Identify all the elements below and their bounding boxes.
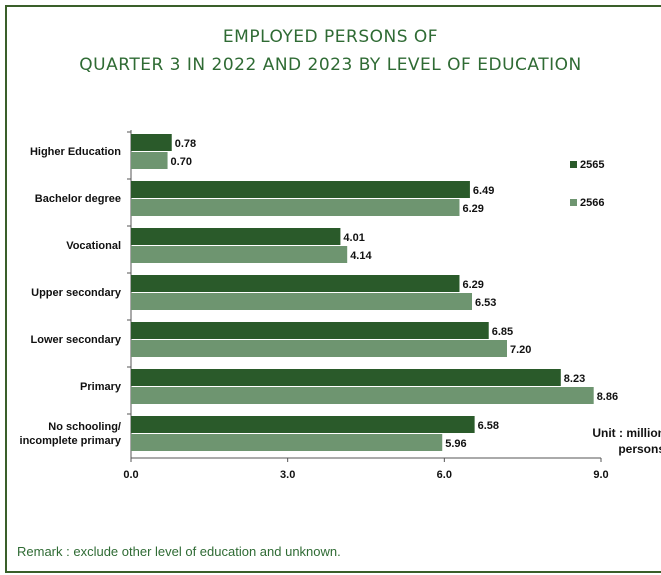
data-label: 0.70 [171, 156, 192, 168]
x-tick-label: 3.0 [280, 469, 295, 481]
category-label: incomplete primary [20, 435, 122, 447]
category-label: Lower secondary [31, 334, 122, 346]
bar-2565 [131, 181, 470, 198]
data-label: 6.58 [478, 420, 499, 432]
data-label: 4.01 [343, 232, 364, 244]
legend-swatch-2566 [570, 199, 577, 206]
bar-2566 [131, 199, 460, 216]
data-label: 7.20 [510, 344, 531, 356]
bar-2566 [131, 293, 473, 310]
bar-2566 [131, 340, 507, 357]
data-label: 6.85 [492, 326, 513, 338]
unit-line2: persons [618, 442, 661, 456]
bar-2565 [131, 134, 172, 151]
data-label: 5.96 [445, 438, 466, 450]
remark-text: Remark : exclude other level of educatio… [17, 544, 341, 559]
data-label: 6.49 [473, 185, 494, 197]
bar-2566 [131, 152, 168, 169]
x-tick-label: 0.0 [123, 469, 138, 481]
category-label: No schooling/ [48, 421, 121, 433]
data-label: 8.23 [564, 373, 585, 385]
bar-2565 [131, 369, 561, 386]
bar-2565 [131, 416, 475, 433]
chart-title-line1: EMPLOYED PERSONS OF [222, 27, 439, 47]
bar-2565 [131, 275, 460, 292]
category-label: Upper secondary [31, 287, 122, 299]
x-tick-label: 6.0 [437, 469, 452, 481]
category-label: Vocational [66, 240, 121, 252]
unit-line1: Unit : million [592, 426, 661, 440]
bar-2566 [131, 246, 348, 263]
bar-2566 [131, 387, 594, 404]
category-label: Bachelor degree [35, 193, 121, 205]
data-label: 6.53 [475, 297, 496, 309]
legend-label-2566: 2566 [580, 197, 604, 209]
data-label: 6.29 [462, 203, 483, 215]
chart-title-line2: QUARTER 3 IN 2022 AND 2023 BY LEVEL OF E… [79, 55, 582, 75]
bar-2565 [131, 228, 341, 245]
category-label: Primary [80, 381, 122, 393]
data-label: 8.86 [597, 391, 618, 403]
x-tick-label: 9.0 [593, 469, 608, 481]
legend-swatch-2565 [570, 161, 577, 168]
data-label: 0.78 [175, 138, 196, 150]
unit-label: Unit : million persons [580, 425, 661, 457]
bar-2565 [131, 322, 489, 339]
legend-label-2565: 2565 [580, 159, 604, 171]
bar-2566 [131, 434, 443, 451]
data-label: 6.29 [462, 279, 483, 291]
data-label: 4.14 [350, 250, 372, 262]
category-label: Higher Education [30, 146, 121, 158]
